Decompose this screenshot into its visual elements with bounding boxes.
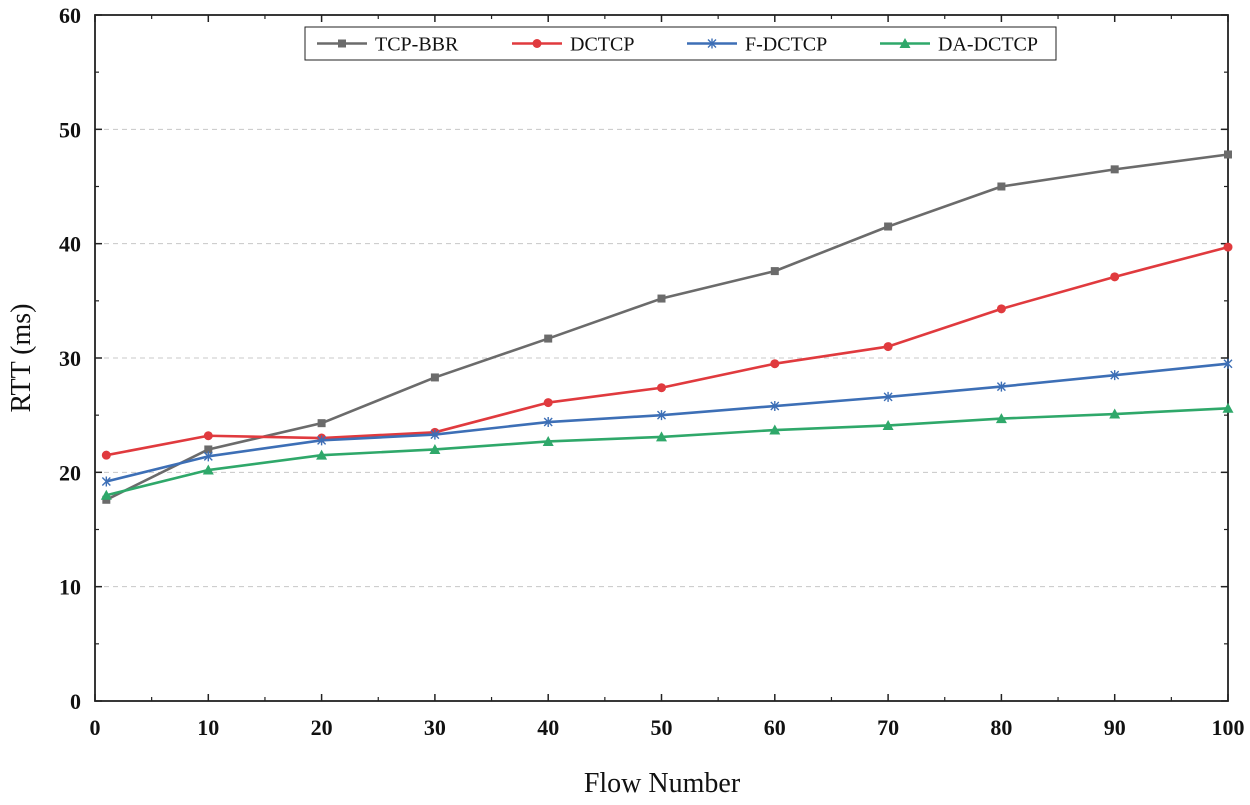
legend-marker-dctcp <box>532 39 542 48</box>
data-point-da-dctcp <box>202 464 214 475</box>
series-line-f-dctcp <box>106 362 1229 483</box>
data-point-tcp-bbr <box>657 294 666 303</box>
legend-label-dctcp: DCTCP <box>570 34 634 56</box>
series-layer <box>100 150 1234 504</box>
axes-layer: 0 10 20 30 40 50 60 70 80 90 100 0 10 20 30 40 50 60 <box>59 3 1245 740</box>
data-point-da-dctcp <box>995 413 1007 424</box>
legend-marker-f-dctcp <box>707 38 717 49</box>
grid-layer <box>95 128 1228 588</box>
data-point-tcp-bbr <box>204 445 213 454</box>
data-point-da-dctcp <box>429 443 441 454</box>
x-tick-label: 20 <box>311 715 333 740</box>
legend-label-f-dctcp: F-DCTCP <box>745 34 827 56</box>
series-da-dctcp <box>100 402 1234 500</box>
x-tick-label: 100 <box>1212 715 1245 740</box>
legend-label-da-dctcp: DA-DCTCP <box>938 34 1038 56</box>
data-point-tcp-bbr <box>1224 150 1232 159</box>
data-point-da-dctcp <box>656 431 667 442</box>
data-point-f-dctcp <box>883 391 893 402</box>
data-point-dctcp <box>883 342 893 352</box>
x-tick-label: 90 <box>1104 715 1126 740</box>
y-tick-label: 0 <box>70 689 81 714</box>
data-point-da-dctcp <box>316 449 328 460</box>
series-f-dctcp <box>101 358 1233 487</box>
data-point-da-dctcp <box>1109 408 1121 419</box>
data-point-dctcp <box>1223 242 1233 252</box>
data-point-da-dctcp <box>882 419 894 430</box>
data-point-tcp-bbr <box>317 419 326 428</box>
data-point-da-dctcp <box>100 489 112 500</box>
legend-box <box>304 26 1057 61</box>
data-point-f-dctcp <box>657 410 666 421</box>
legend-marker-da-dctcp <box>899 38 911 48</box>
data-point-f-dctcp <box>101 476 111 487</box>
series-dctcp <box>101 242 1233 460</box>
data-point-f-dctcp <box>770 401 780 412</box>
y-tick-label: 40 <box>59 232 81 257</box>
x-tick-label: 0 <box>90 715 101 740</box>
data-point-f-dctcp <box>203 451 213 462</box>
x-tick-label: 70 <box>877 715 899 740</box>
y-axis-title: RTT (ms) <box>6 303 37 412</box>
data-point-f-dctcp <box>430 429 440 440</box>
data-point-dctcp <box>543 398 553 408</box>
data-point-dctcp <box>770 359 780 369</box>
x-tick-label: 80 <box>990 715 1012 740</box>
series-line-dctcp <box>106 245 1229 457</box>
data-point-da-dctcp <box>769 424 781 435</box>
x-axis-title: Flow Number <box>584 768 741 799</box>
x-tick-label: 40 <box>537 715 559 740</box>
y-tick-label: 30 <box>59 346 81 371</box>
x-tick-label: 50 <box>651 715 673 740</box>
x-tick-label: 60 <box>764 715 786 740</box>
legend-label-tcp-bbr: TCP-BBR <box>375 34 459 56</box>
data-point-tcp-bbr <box>544 334 553 343</box>
legend-entry-dctcp: DCTCP <box>512 34 634 56</box>
data-point-da-dctcp <box>542 435 554 446</box>
data-point-tcp-bbr <box>102 495 111 504</box>
data-point-da-dctcp <box>1222 402 1234 413</box>
data-point-dctcp <box>996 304 1006 314</box>
data-point-f-dctcp <box>996 381 1006 392</box>
data-point-tcp-bbr <box>1110 165 1119 174</box>
data-point-dctcp <box>101 450 111 460</box>
data-point-dctcp <box>657 383 666 393</box>
x-tick-label: 10 <box>197 715 219 740</box>
data-point-tcp-bbr <box>997 182 1006 191</box>
legend-entry-f-dctcp: F-DCTCP <box>687 34 827 56</box>
data-point-dctcp <box>1110 272 1120 282</box>
data-point-tcp-bbr <box>884 222 893 231</box>
data-point-dctcp <box>203 431 213 441</box>
data-point-f-dctcp <box>1110 370 1120 381</box>
series-line-da-dctcp <box>106 407 1229 497</box>
legend-marker-tcp-bbr <box>338 39 346 48</box>
data-point-f-dctcp <box>1223 358 1233 369</box>
legend-entry-da-dctcp: DA-DCTCP <box>880 34 1038 56</box>
data-point-f-dctcp <box>543 417 553 428</box>
y-tick-label: 60 <box>59 3 81 28</box>
legend-entry-tcp-bbr: TCP-BBR <box>317 34 459 56</box>
series-tcp-bbr <box>102 150 1232 504</box>
x-tick-label: 30 <box>424 715 446 740</box>
data-point-tcp-bbr <box>430 373 439 382</box>
y-tick-label: 50 <box>59 117 81 142</box>
y-tick-label: 20 <box>59 460 81 485</box>
legend: TCP-BBR DCTCP F-DCTCP DA-DCTCP <box>304 26 1057 61</box>
y-tick-label: 10 <box>59 575 81 600</box>
data-point-tcp-bbr <box>770 267 779 276</box>
data-point-f-dctcp <box>317 435 327 446</box>
